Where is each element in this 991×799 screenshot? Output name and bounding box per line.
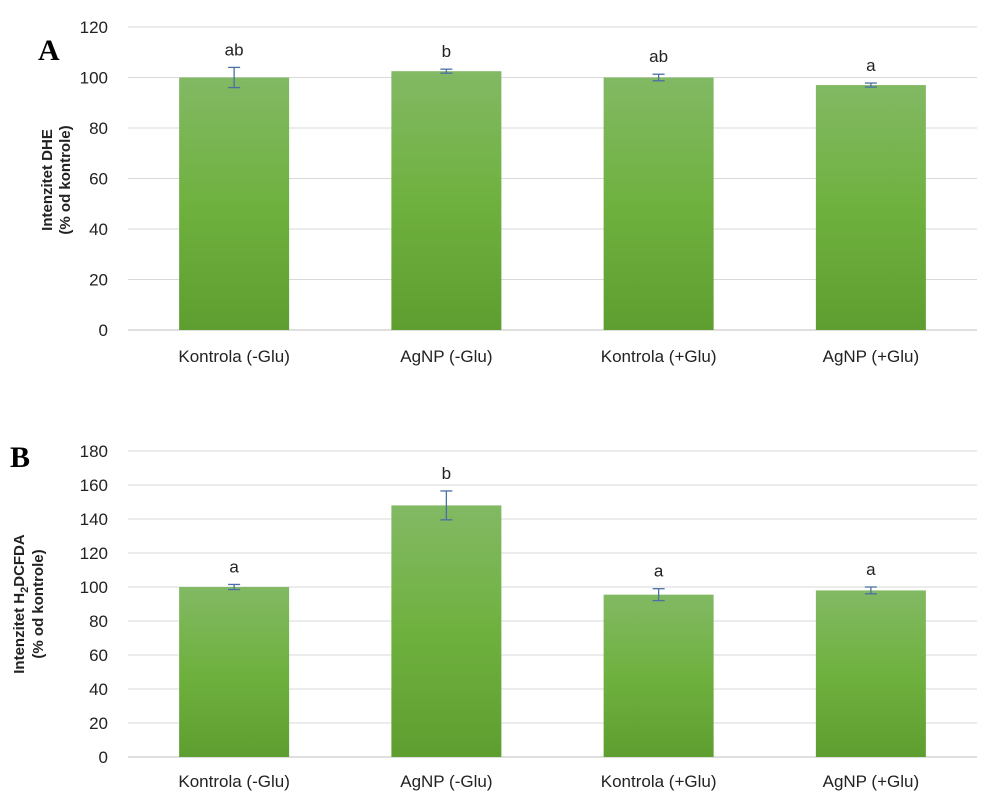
error-bars-b	[228, 490, 877, 602]
y-axis-label-b-sub: 2	[19, 587, 31, 593]
bar	[391, 71, 502, 330]
y-tick-label: 120	[80, 18, 108, 37]
bar	[603, 594, 714, 757]
y-tick-label: 140	[80, 510, 108, 529]
y-tick-label: 60	[89, 646, 108, 665]
y-tick-label: 40	[89, 680, 108, 699]
y-tick-label: 120	[80, 544, 108, 563]
y-tick-label: 80	[89, 119, 108, 138]
x-category-label: Kontrola (+Glu)	[601, 772, 717, 791]
bar	[815, 85, 926, 330]
significance-label: ab	[225, 40, 244, 59]
x-category-label: Kontrola (+Glu)	[601, 347, 717, 366]
y-tick-label: 80	[89, 612, 108, 631]
y-tick-label: 20	[89, 271, 108, 290]
error-bar	[440, 490, 453, 521]
y-tick-label: 0	[99, 748, 108, 767]
x-category-label: Kontrola (-Glu)	[178, 347, 289, 366]
chart-panel-b: B 0 20 40 60 80 100 120 140 160 180 a b a a Kontrola…	[10, 441, 977, 791]
y-tick-label: 40	[89, 220, 108, 239]
bar	[815, 590, 926, 757]
y-axis-label-a-line1: Intenzitet DHE	[39, 129, 56, 231]
x-category-label: Kontrola (-Glu)	[178, 772, 289, 791]
y-tick-label: 100	[80, 578, 108, 597]
error-bar	[440, 68, 453, 74]
bar	[603, 77, 714, 330]
significance-label: b	[442, 464, 451, 483]
significance-label: ab	[649, 47, 668, 66]
bar	[179, 77, 290, 330]
x-categories-a: Kontrola (-Glu) AgNP (-Glu) Kontrola (+Glu…	[178, 347, 919, 366]
x-category-label: AgNP (+Glu)	[823, 347, 920, 366]
error-bar	[228, 583, 241, 591]
x-category-label: AgNP (-Glu)	[400, 347, 492, 366]
significance-label: b	[442, 42, 451, 61]
x-category-label: AgNP (+Glu)	[823, 772, 920, 791]
y-axis-label-b-post: DCFDA	[11, 534, 28, 587]
significance-label: a	[866, 56, 876, 75]
bar	[179, 587, 290, 757]
error-bar	[228, 66, 241, 89]
significance-label: a	[866, 560, 876, 579]
y-axis-label-b-pre: Intenzitet H	[11, 593, 28, 674]
error-bar	[652, 588, 665, 602]
y-ticks-a: 0 20 40 60 80 100 120	[80, 18, 108, 340]
significance-labels-a: ab b ab a	[225, 40, 876, 75]
error-bar	[652, 73, 665, 82]
bars-b	[179, 505, 926, 757]
x-categories-b: Kontrola (-Glu) AgNP (-Glu) Kontrola (+Glu…	[178, 772, 919, 791]
y-ticks-b: 0 20 40 60 80 100 120 140 160 180	[80, 442, 108, 767]
error-bars-a	[228, 66, 877, 89]
y-axis-label-b-line2: (% od kontrole)	[30, 549, 47, 658]
y-tick-label: 160	[80, 476, 108, 495]
error-bar	[864, 586, 877, 595]
panel-label-b: B	[10, 441, 30, 474]
y-axis-label-a-line2: (% od kontrole)	[57, 125, 74, 234]
x-category-label: AgNP (-Glu)	[400, 772, 492, 791]
significance-labels-b: a b a a	[229, 464, 876, 581]
y-tick-label: 100	[80, 69, 108, 88]
error-bar	[864, 82, 877, 88]
significance-label: a	[654, 562, 664, 581]
y-tick-label: 60	[89, 170, 108, 189]
y-tick-label: 180	[80, 442, 108, 461]
y-tick-label: 0	[99, 321, 108, 340]
chart-panel-a: A 0 20 40 60 80 100 120 ab b ab a Kontrola (-Glu)…	[38, 18, 977, 366]
significance-label: a	[229, 557, 239, 576]
panel-label-a: A	[38, 34, 60, 67]
y-tick-label: 20	[89, 714, 108, 733]
bars-a	[179, 71, 926, 330]
bar	[391, 505, 502, 757]
y-axis-label-b-line1: Intenzitet H2DCFDA	[11, 534, 31, 674]
